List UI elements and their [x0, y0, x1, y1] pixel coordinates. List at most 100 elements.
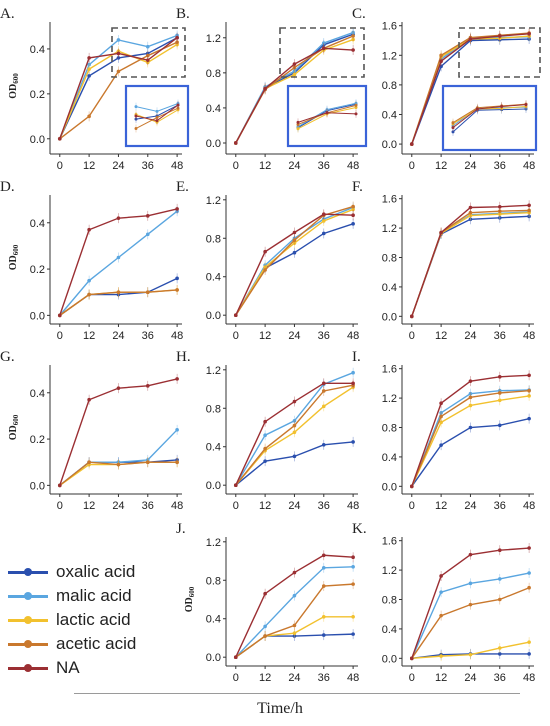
y-axis-title: OD600: [8, 73, 20, 99]
x-tick-label: 0: [409, 160, 415, 172]
series-line: [411, 209, 530, 317]
data-point: [409, 484, 414, 489]
data-point: [468, 581, 473, 586]
data-point: [263, 419, 267, 424]
x-tick-label: 24: [464, 330, 476, 342]
series-acetic-acid: [57, 284, 179, 318]
series-lactic-acid: [233, 611, 355, 659]
x-tick-label: 0: [233, 500, 239, 512]
data-point: [527, 546, 531, 550]
data-point: [409, 656, 414, 661]
data-point: [175, 276, 179, 281]
data-point: [351, 582, 355, 586]
y-tick-label: 1.2: [206, 537, 221, 549]
panel-label: B.: [176, 6, 190, 22]
x-tick-label: 24: [464, 500, 476, 512]
x-tick-label: 24: [112, 330, 124, 342]
y-tick-label: 1.2: [206, 195, 221, 207]
x-tick-label: 12: [259, 500, 271, 512]
x-tick-label: 48: [347, 330, 359, 342]
data-point: [87, 292, 91, 297]
inset-data-point: [155, 109, 159, 113]
legend-item-oxalic-acid: oxalic acid: [8, 560, 178, 584]
data-point: [321, 633, 326, 637]
inset-data-point: [134, 105, 138, 109]
data-point: [321, 553, 326, 558]
data-point: [468, 602, 473, 607]
inset-series-line: [452, 106, 527, 125]
data-point: [497, 374, 502, 379]
data-point: [263, 86, 267, 91]
series-acetic-acid: [57, 37, 179, 141]
data-point: [175, 377, 179, 381]
data-point: [321, 584, 326, 588]
data-point: [351, 632, 355, 636]
x-tick-label: 36: [142, 500, 154, 512]
x-tick-label: 24: [112, 500, 124, 512]
data-point: [321, 565, 326, 570]
data-point: [233, 141, 238, 145]
data-point: [351, 48, 355, 52]
inset-series-line: [452, 104, 527, 128]
data-point: [233, 313, 238, 317]
x-tick-label: 48: [523, 160, 535, 172]
series-line: [235, 206, 354, 316]
inset-data-point: [134, 114, 138, 118]
x-tick-label: 24: [464, 160, 476, 172]
panel-label: D.: [0, 179, 15, 195]
data-point: [497, 204, 502, 209]
series-oxalic-acid: [409, 211, 531, 319]
panel-j: J. 0.0 0.4 0.8 1.2 0 12 24 36 48 OD600: [176, 521, 359, 684]
y-tick-label: 0.4: [382, 452, 397, 464]
data-point: [468, 395, 473, 400]
panel-e: E. 0.0 0.4 0.8 1.2 0 12 24 36 48: [176, 179, 359, 342]
y-tick-label: 0.8: [206, 233, 221, 245]
data-point: [292, 238, 297, 242]
y-tick-label: 0.4: [206, 614, 221, 626]
panel-label: F.: [352, 179, 363, 195]
y-tick-label: 0.0: [382, 653, 397, 665]
data-point: [527, 373, 531, 378]
data-point: [321, 231, 326, 236]
panel-g: G. 0.0 0.2 0.4 0 12 24 36 48 OD600: [0, 349, 183, 512]
data-point: [116, 69, 121, 74]
y-tick-label: 0.0: [206, 310, 221, 322]
y-tick-label: 0.4: [382, 282, 397, 294]
legend-item-na: NA: [8, 656, 178, 680]
data-point: [263, 634, 267, 638]
panel-i: I. 0.0 0.4 0.8 1.2 1.6 0 12 24 36 48: [352, 349, 535, 512]
inset-data-point: [354, 103, 358, 107]
x-tick-label: 36: [142, 330, 154, 342]
series-na: [233, 378, 355, 487]
y-axis-title: OD600: [184, 586, 196, 612]
data-point: [87, 397, 91, 402]
data-point: [175, 428, 179, 432]
x-tick-label: 12: [435, 500, 447, 512]
inset-data-point: [325, 111, 329, 115]
y-tick-label: 1.2: [206, 365, 221, 377]
y-tick-label: 0.0: [382, 481, 397, 493]
panel-label: K.: [352, 521, 367, 537]
x-tick-label: 24: [464, 672, 476, 684]
data-point: [439, 59, 443, 64]
data-point: [497, 646, 502, 650]
data-point: [351, 381, 355, 386]
data-point: [351, 440, 355, 444]
x-tick-label: 12: [435, 160, 447, 172]
x-tick-label: 36: [318, 672, 330, 684]
y-tick-label: 0.0: [206, 480, 221, 492]
panel-k: K. 0.0 0.4 0.8 1.2 1.6 0 12 24 36 48: [352, 521, 535, 684]
y-tick-label: 0.8: [382, 595, 397, 607]
inset-box: [441, 84, 538, 152]
x-tick-label: 48: [523, 500, 535, 512]
data-point: [87, 67, 91, 71]
legend-item-lactic-acid: lactic acid: [8, 608, 178, 632]
data-point: [263, 446, 267, 451]
data-point: [527, 652, 531, 656]
inset-data-point: [296, 127, 300, 131]
data-point: [145, 58, 150, 62]
inset-series-na: [451, 100, 528, 132]
data-point: [497, 398, 502, 403]
data-point: [351, 615, 355, 619]
legend-swatch-lactic-acid: [8, 616, 48, 624]
